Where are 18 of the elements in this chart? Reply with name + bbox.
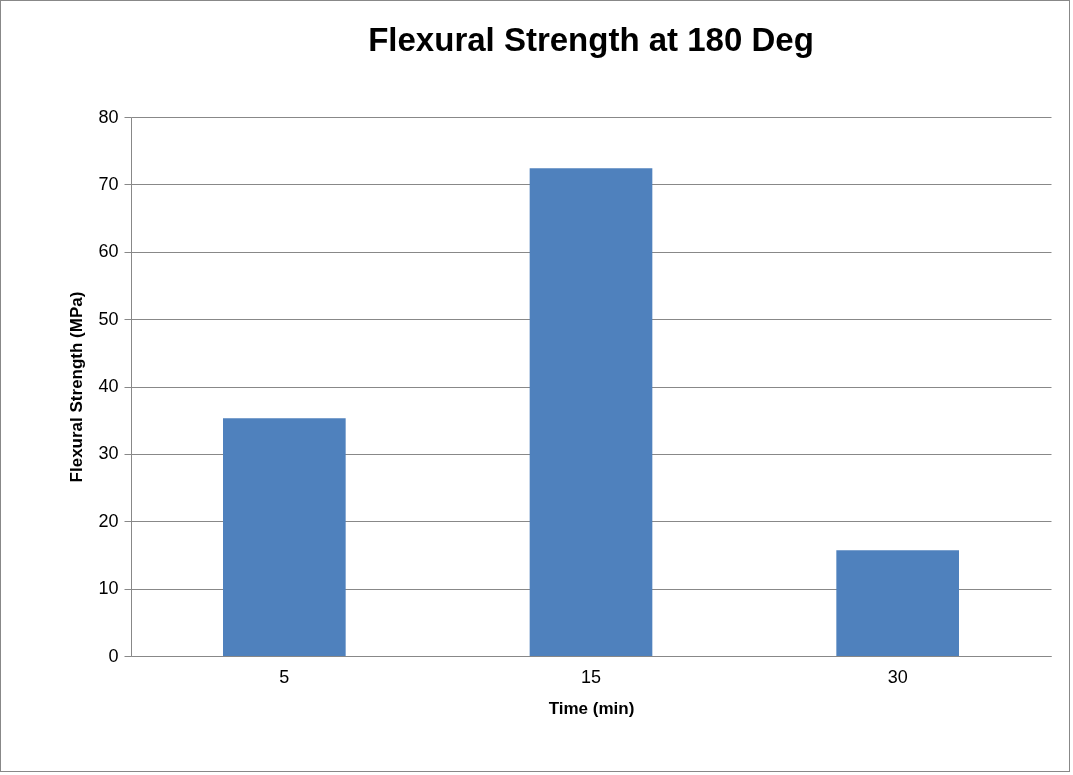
bar — [223, 418, 346, 656]
x-tick-label: 5 — [279, 666, 290, 687]
chart-title: Flexural Strength at 180 Deg — [368, 21, 814, 58]
y-tick-label: 0 — [108, 645, 119, 666]
y-tick-label: 70 — [98, 173, 119, 194]
y-axis-title: Flexural Strength (MPa) — [67, 291, 87, 483]
x-tick-label: 30 — [887, 666, 908, 687]
x-axis-title: Time (min) — [548, 698, 635, 718]
y-tick-label: 80 — [98, 106, 119, 127]
y-tick-label: 40 — [98, 376, 119, 396]
x-tick-label: 15 — [580, 666, 602, 687]
y-tick-label: 10 — [98, 578, 119, 599]
bar — [529, 168, 653, 656]
y-tick-label: 50 — [98, 308, 119, 329]
bar — [836, 550, 959, 656]
y-tick-label: 30 — [98, 443, 119, 464]
y-tick-label: 20 — [98, 510, 119, 531]
y-tick-label: 60 — [98, 241, 119, 262]
